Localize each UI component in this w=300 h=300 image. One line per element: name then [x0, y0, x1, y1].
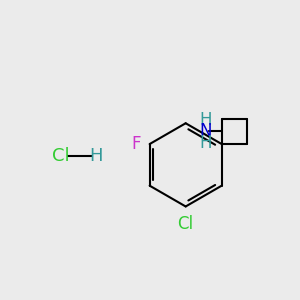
Text: H: H: [199, 134, 212, 152]
Text: Cl: Cl: [52, 147, 70, 165]
Text: Cl: Cl: [178, 215, 194, 233]
Text: F: F: [131, 135, 141, 153]
Text: H: H: [199, 111, 212, 129]
Text: N: N: [199, 122, 212, 140]
Text: H: H: [90, 147, 103, 165]
